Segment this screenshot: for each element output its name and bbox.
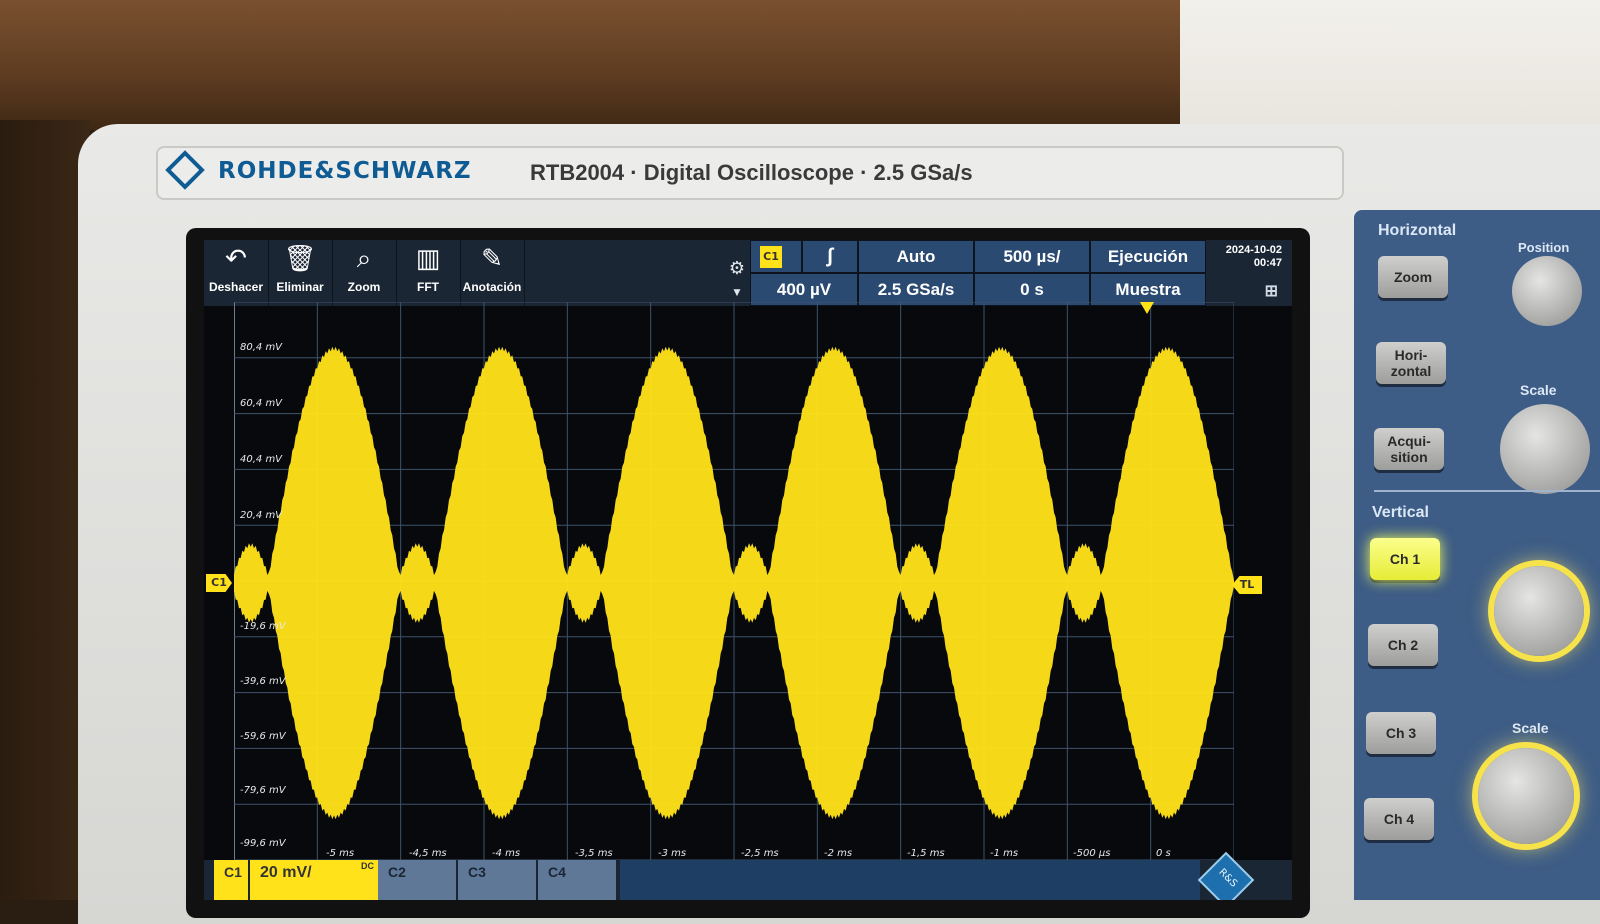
empty-channel-area [620, 860, 1200, 900]
x-tick-label: -2,5 ms [741, 848, 779, 859]
annotation-button[interactable]: ✎ Anotación [460, 240, 525, 306]
y-tick-label: -99,6 mV [240, 838, 287, 849]
waveform-trace [234, 346, 1234, 820]
trigger-source-tag: C1 [760, 246, 782, 268]
rs-badge-text: R&S [1216, 866, 1240, 890]
channel-tab-label: C4 [548, 864, 566, 880]
channel-scale-c1[interactable]: 20 mV/ DC [248, 860, 378, 900]
wooden-side-panel [0, 120, 90, 900]
coupling-badge: DC [361, 861, 374, 871]
trash-icon: 🗑 [283, 244, 317, 274]
channel-scale-value: 20 mV/ [260, 864, 312, 881]
position-label: Position [1518, 240, 1570, 255]
toolbar: ↶ Deshacer 🗑 Eliminar ⌕ Zoom ▥ FFT ✎ Ano… [204, 240, 1292, 306]
channel-tab-label: C3 [468, 864, 486, 880]
x-tick-label: -3,5 ms [575, 848, 613, 859]
undo-button[interactable]: ↶ Deshacer [204, 240, 269, 306]
channel-tab-c3[interactable]: C3 [458, 860, 536, 900]
y-tick-label: 20,4 mV [240, 510, 283, 521]
channel-bar: C1 20 mV/ DC C2 C3 C4 [204, 860, 1292, 900]
wooden-cabinet [0, 0, 1230, 130]
scale-label: Scale [1520, 382, 1557, 398]
ch4-button[interactable]: Ch 4 [1364, 798, 1434, 840]
position-knob[interactable] [1512, 256, 1582, 326]
vertical-title: Vertical [1372, 504, 1429, 521]
trigger-mode[interactable]: Auto [858, 240, 974, 273]
brand-bar [156, 146, 1344, 200]
ch1-button[interactable]: Ch 1 [1370, 538, 1440, 580]
delete-button[interactable]: 🗑 Eliminar [268, 240, 333, 306]
x-tick-label: -4 ms [492, 848, 520, 859]
oscilloscope-screen: ↶ Deshacer 🗑 Eliminar ⌕ Zoom ▥ FFT ✎ Ano… [204, 240, 1292, 900]
x-tick-label: -2 ms [824, 848, 852, 859]
zoom-icon: ⌕ [356, 244, 372, 274]
channel-tab-c2[interactable]: C2 [378, 860, 456, 900]
x-tick-label: -4,5 ms [409, 848, 447, 859]
horizontal-scale-knob[interactable] [1500, 404, 1590, 494]
datetime: 2024-10-02 00:47 ⊞ [1210, 240, 1292, 306]
channel-tab-c4[interactable]: C4 [538, 860, 616, 900]
y-tick-label: -39,6 mV [240, 676, 287, 687]
y-tick-label: -19,6 mV [240, 621, 287, 632]
gear-icon[interactable]: ⚙ ▼ [728, 258, 746, 298]
x-tick-label: -3 ms [658, 848, 686, 859]
acquisition-mode[interactable]: Muestra [1090, 273, 1206, 306]
vertical-scale-label: Scale [1512, 720, 1549, 736]
time-scale[interactable]: 500 µs/ [974, 240, 1090, 273]
date: 2024-10-02 [1225, 244, 1282, 256]
trigger-level-marker[interactable]: TL [1232, 576, 1262, 594]
horizontal-title: Horizontal [1378, 222, 1457, 239]
run-state[interactable]: Ejecución [1090, 240, 1206, 273]
y-tick-label: -79,6 mV [240, 785, 287, 796]
network-icon: ⊞ [1264, 283, 1278, 300]
time: 00:47 [1253, 257, 1282, 269]
time-position[interactable]: 0 s [974, 273, 1090, 306]
trigger-level[interactable]: 400 µV [750, 273, 858, 306]
channel-tab-c1[interactable]: C1 [214, 860, 248, 900]
channel-tab-label: C1 [224, 864, 242, 880]
pencil-icon: ✎ [481, 244, 503, 274]
x-tick-label: 0 s [1156, 848, 1171, 859]
fft-icon: ▥ [415, 244, 441, 274]
channel-marker[interactable]: C1 [206, 574, 232, 592]
zoom-button[interactable]: ⌕ Zoom [332, 240, 397, 306]
model-line: RTB2004 · Digital Oscilloscope · 2.5 GSa… [530, 160, 973, 185]
horizontal-hw-button[interactable]: Hori- zontal [1376, 342, 1446, 384]
x-tick-label: -5 ms [326, 848, 354, 859]
acquisition-hw-button[interactable]: Acqui- sition [1374, 428, 1444, 470]
waveform-plot: 80,4 mV 60,4 mV 40,4 mV 20,4 mV -19,6 mV -39,… [234, 302, 1234, 860]
y-tick-label: -59,6 mV [240, 731, 287, 742]
sample-rate[interactable]: 2.5 GSa/s [858, 273, 974, 306]
ch1-position-knob[interactable] [1494, 566, 1584, 656]
x-tick-label: -1,5 ms [907, 848, 945, 859]
undo-icon: ↶ [225, 244, 247, 274]
ch3-button[interactable]: Ch 3 [1366, 712, 1436, 754]
x-tick-label: -500 µs [1073, 848, 1110, 859]
vertical-scale-knob[interactable] [1478, 748, 1574, 844]
y-tick-label: 80,4 mV [240, 342, 283, 353]
panel-divider [1374, 490, 1600, 492]
y-tick-label: 60,4 mV [240, 398, 283, 409]
zoom-hw-button[interactable]: Zoom [1378, 256, 1448, 298]
brand-name: ROHDE&SCHWARZ [218, 158, 472, 184]
ch2-button[interactable]: Ch 2 [1368, 624, 1438, 666]
fft-button[interactable]: ▥ FFT [396, 240, 461, 306]
channel-tab-label: C2 [388, 864, 406, 880]
x-tick-label: -1 ms [990, 848, 1018, 859]
rising-edge-icon[interactable]: ∫ [802, 240, 858, 273]
y-tick-label: 40,4 mV [240, 454, 283, 465]
